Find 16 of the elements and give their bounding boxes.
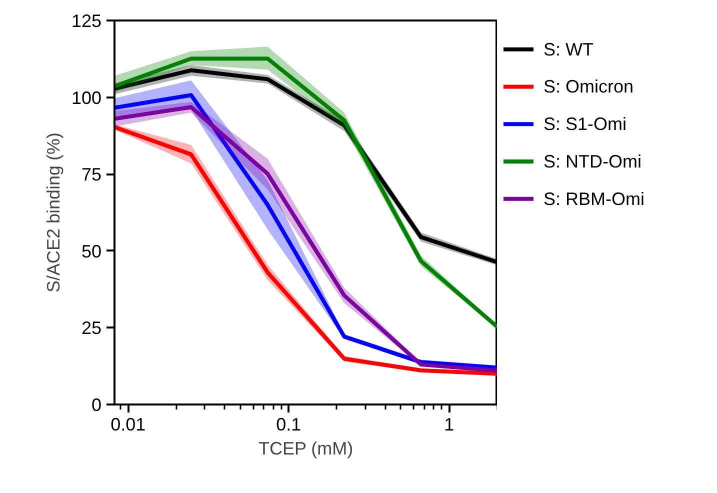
legend-label: S: Omicron <box>544 76 634 97</box>
legend-label: S: RBM-Omi <box>544 188 644 209</box>
legend-label: S: S1-Omi <box>544 114 627 134</box>
legend-label: S: NTD-Omi <box>544 151 642 172</box>
y-axis-title: S/ACE2 binding (%) <box>43 132 64 293</box>
y-tick-label: 100 <box>71 88 102 108</box>
x-tick-label: 0.01 <box>110 414 146 434</box>
y-tick-label: 75 <box>81 164 102 185</box>
y-tick-label: 0 <box>91 395 102 415</box>
x-axis-title: TCEP (mM) <box>258 438 354 458</box>
y-tick-label: 25 <box>81 318 102 338</box>
x-tick-label: 1 <box>444 414 454 434</box>
y-tick-label: 50 <box>81 241 102 262</box>
legend-label: S: WT <box>544 39 594 60</box>
x-tick-label: 0.1 <box>276 414 302 434</box>
y-tick-label: 125 <box>71 11 102 31</box>
